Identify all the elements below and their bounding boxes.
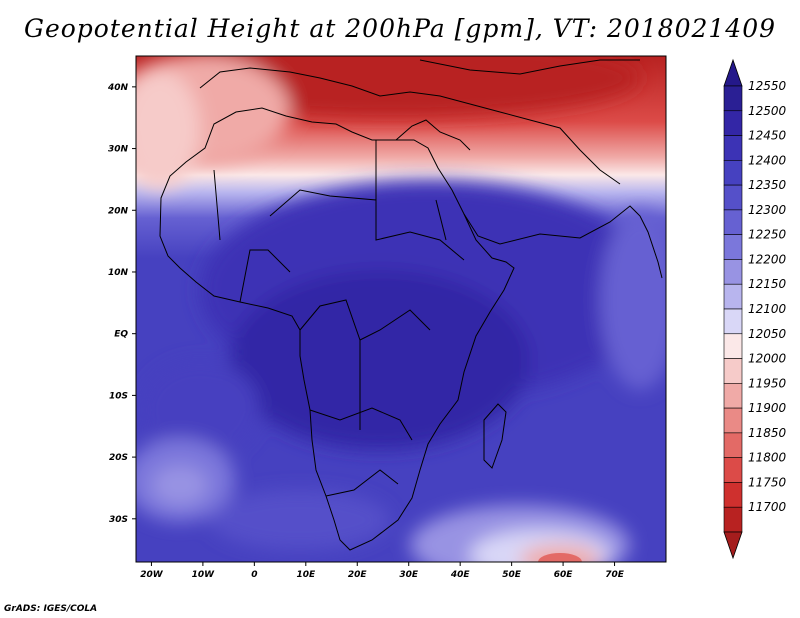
colorbar-swatch xyxy=(723,110,743,136)
lat-tick-label: 30S xyxy=(109,515,128,525)
colorbar-bottom-arrow xyxy=(723,531,743,560)
lat-tick-label: 10S xyxy=(109,391,128,401)
colorbar-swatch xyxy=(723,234,743,260)
lon-tick-label: 50E xyxy=(502,570,522,580)
axes-ticks: 20W 10W 0 10E 20E 30E 40E 50E 60E 70E 40N 30N 20N 10N… xyxy=(107,83,625,580)
lon-tick-label: 20W xyxy=(140,570,164,580)
colorbar-swatch xyxy=(723,283,743,310)
lon-tick-label: 30E xyxy=(399,570,419,580)
lon-tick-label: 20E xyxy=(348,570,368,580)
colorbar-label: 12100 xyxy=(748,302,787,316)
coastlines xyxy=(159,59,663,551)
colorbar-swatch xyxy=(723,308,743,335)
colorbar-swatch xyxy=(723,85,743,112)
colorbar-label: 11800 xyxy=(748,451,787,465)
colorbar-label: 12000 xyxy=(748,352,787,366)
colorbar-label: 11900 xyxy=(748,401,787,415)
lon-tick-label: 70E xyxy=(605,570,625,580)
colorbar-label: 11950 xyxy=(748,376,787,390)
lon-tick-label: 0 xyxy=(251,570,257,580)
colorbar-swatch xyxy=(723,432,743,458)
colorbar-swatch xyxy=(723,482,743,508)
lat-tick-label: 40N xyxy=(107,83,129,93)
colorbar-swatch xyxy=(723,333,743,359)
plot-frame xyxy=(135,55,667,563)
lat-tick-label: EQ xyxy=(114,330,128,340)
colorbar-swatch xyxy=(723,160,743,186)
colorbar-label: 12500 xyxy=(748,104,787,118)
colorbar-label: 12300 xyxy=(748,203,787,217)
colorbar-label: 12150 xyxy=(748,277,787,291)
colorbar-label: 11750 xyxy=(748,475,787,489)
lat-tick-label: 20S xyxy=(109,453,128,463)
colorbar-label: 12050 xyxy=(748,327,787,341)
colorbar-swatch xyxy=(723,135,743,161)
colorbar-swatch xyxy=(723,209,743,235)
colorbar-label: 12550 xyxy=(748,79,787,93)
lon-tick-label: 60E xyxy=(554,570,574,580)
colorbar-swatch xyxy=(723,184,743,211)
lat-tick-label: 10N xyxy=(108,268,129,278)
colorbar-label: 12350 xyxy=(748,178,787,192)
colorbar-swatch xyxy=(723,383,743,409)
lat-tick-label: 30N xyxy=(108,145,129,155)
colorbar-top-arrow xyxy=(723,58,743,87)
colorbar-label: 12400 xyxy=(748,153,787,167)
colorbar-swatch xyxy=(723,407,743,434)
colorbar-label: 11850 xyxy=(748,426,787,440)
colorbar-swatch xyxy=(723,457,743,483)
map-title: Geopotential Height at 200hPa [gpm], VT:… xyxy=(23,14,777,43)
lon-tick-label: 10E xyxy=(296,570,316,580)
color-bar: 12550 12500 12450 12400 12350 12300 12250 12200… xyxy=(723,58,787,560)
colorbar-swatch xyxy=(723,259,743,285)
colorbar-label: 11700 xyxy=(748,500,787,514)
colorbar-label: 12200 xyxy=(748,252,787,266)
height-field xyxy=(136,56,666,562)
lon-tick-label: 40E xyxy=(450,570,471,580)
lon-tick-label: 10W xyxy=(192,570,216,580)
grads-credit: GrADS: IGES/COLA xyxy=(4,604,98,614)
colorbar-label: 12450 xyxy=(748,129,787,143)
lat-tick-label: 20N xyxy=(108,206,129,216)
colorbar-label: 12250 xyxy=(748,228,787,242)
colorbar-swatch xyxy=(723,506,743,533)
colorbar-swatch xyxy=(723,358,743,384)
